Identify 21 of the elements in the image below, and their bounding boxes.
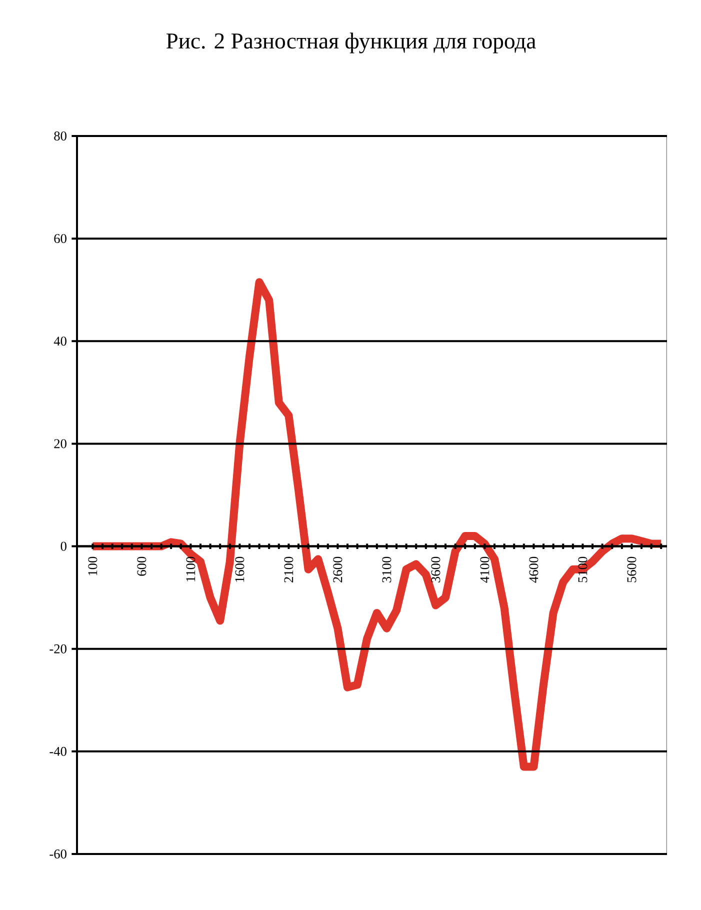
x-tick-label: 1600	[235, 556, 244, 582]
y-tick-label: -60	[50, 849, 66, 858]
x-tick-label: 5100	[578, 556, 588, 582]
x-tick-label: 2100	[284, 556, 294, 582]
y-tick-label: 40	[54, 336, 66, 346]
y-tick-label: 20	[54, 439, 66, 448]
x-tick-label: 4600	[529, 556, 538, 583]
x-tick-label: 3600	[431, 556, 440, 582]
y-tick-label: 80	[54, 131, 66, 140]
x-tick-label: 4100	[480, 556, 490, 583]
x-tick-label: 100	[88, 556, 98, 576]
y-tick-label: -20	[50, 644, 66, 654]
chart-title: Рис. 2 Разностная функция для города	[166, 32, 536, 54]
y-tick-label: 60	[54, 234, 66, 244]
x-tick-label: 2600	[333, 556, 342, 582]
y-tick-label: -40	[50, 746, 66, 756]
x-tick-label: 3100	[382, 556, 392, 582]
x-tick-label: 5600	[627, 556, 636, 582]
y-tick-label: 0	[60, 542, 66, 551]
x-tick-label: 1100	[186, 556, 196, 582]
x-tick-label: 600	[137, 556, 146, 576]
